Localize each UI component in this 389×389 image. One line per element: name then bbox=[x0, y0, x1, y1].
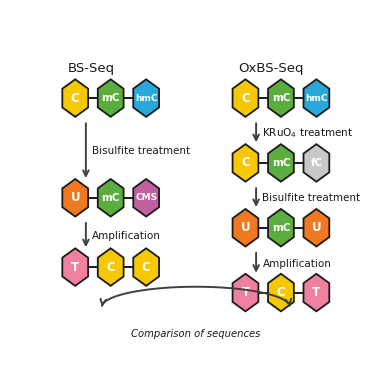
Polygon shape bbox=[133, 179, 159, 217]
Text: OxBS-Seq: OxBS-Seq bbox=[238, 61, 304, 75]
Text: T: T bbox=[71, 261, 79, 273]
Polygon shape bbox=[98, 79, 124, 117]
Polygon shape bbox=[133, 79, 159, 117]
Polygon shape bbox=[268, 79, 294, 117]
Text: C: C bbox=[106, 261, 115, 273]
Text: mC: mC bbox=[272, 93, 290, 103]
Polygon shape bbox=[268, 144, 294, 182]
Text: C: C bbox=[241, 91, 250, 105]
Text: U: U bbox=[241, 221, 250, 234]
Text: T: T bbox=[242, 286, 249, 299]
Polygon shape bbox=[98, 179, 124, 217]
Text: hmC: hmC bbox=[135, 94, 158, 103]
Polygon shape bbox=[303, 144, 329, 182]
Text: Amplification: Amplification bbox=[263, 259, 331, 268]
Polygon shape bbox=[303, 79, 329, 117]
Polygon shape bbox=[303, 209, 329, 247]
Text: Bisulfite treatment: Bisulfite treatment bbox=[92, 146, 190, 156]
Text: hmC: hmC bbox=[305, 94, 328, 103]
Polygon shape bbox=[268, 274, 294, 311]
Polygon shape bbox=[233, 209, 258, 247]
Text: fC: fC bbox=[310, 158, 322, 168]
Polygon shape bbox=[303, 274, 329, 311]
Text: Bisulfite treatment: Bisulfite treatment bbox=[263, 193, 361, 203]
Text: CMS: CMS bbox=[135, 193, 157, 202]
Polygon shape bbox=[62, 79, 88, 117]
Text: mC: mC bbox=[102, 193, 120, 203]
Text: T: T bbox=[312, 286, 321, 299]
Text: U: U bbox=[312, 221, 321, 234]
Text: KRuO$_4$ treatment: KRuO$_4$ treatment bbox=[263, 126, 354, 140]
Text: C: C bbox=[142, 261, 151, 273]
Polygon shape bbox=[133, 248, 159, 286]
Text: U: U bbox=[70, 191, 80, 204]
Polygon shape bbox=[268, 209, 294, 247]
Text: C: C bbox=[277, 286, 285, 299]
Text: Amplification: Amplification bbox=[92, 231, 161, 241]
Text: mC: mC bbox=[272, 158, 290, 168]
Polygon shape bbox=[62, 248, 88, 286]
Polygon shape bbox=[233, 79, 258, 117]
Polygon shape bbox=[233, 144, 258, 182]
Text: Comparison of sequences: Comparison of sequences bbox=[131, 329, 261, 339]
Polygon shape bbox=[233, 274, 258, 311]
Text: C: C bbox=[241, 156, 250, 170]
Text: mC: mC bbox=[102, 93, 120, 103]
Polygon shape bbox=[98, 248, 124, 286]
Text: BS-Seq: BS-Seq bbox=[68, 61, 115, 75]
Text: C: C bbox=[71, 91, 80, 105]
Text: mC: mC bbox=[272, 223, 290, 233]
Polygon shape bbox=[62, 179, 88, 217]
